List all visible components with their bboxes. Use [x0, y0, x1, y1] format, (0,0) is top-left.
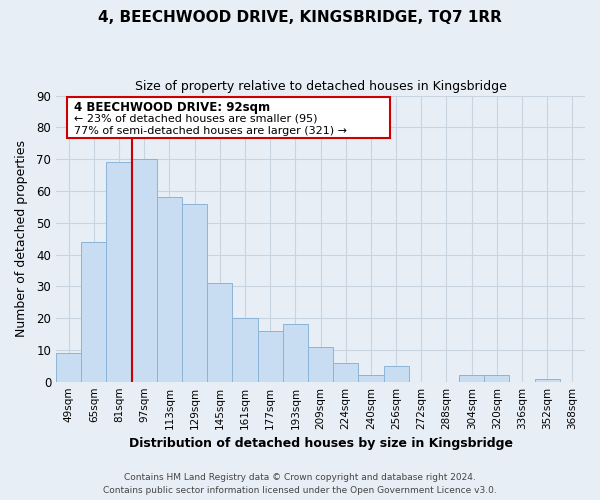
Bar	[257, 331, 283, 382]
X-axis label: Distribution of detached houses by size in Kingsbridge: Distribution of detached houses by size …	[128, 437, 512, 450]
Bar	[182, 204, 207, 382]
Title: Size of property relative to detached houses in Kingsbridge: Size of property relative to detached ho…	[134, 80, 506, 93]
FancyBboxPatch shape	[67, 97, 390, 138]
Bar	[308, 346, 333, 382]
Bar	[131, 159, 157, 382]
Text: Contains HM Land Registry data © Crown copyright and database right 2024.
Contai: Contains HM Land Registry data © Crown c…	[103, 474, 497, 495]
Bar	[232, 318, 257, 382]
Text: 77% of semi-detached houses are larger (321) →: 77% of semi-detached houses are larger (…	[74, 126, 347, 136]
Bar	[459, 376, 484, 382]
Bar	[383, 366, 409, 382]
Bar	[283, 324, 308, 382]
Bar	[56, 353, 81, 382]
Bar	[157, 198, 182, 382]
Text: ← 23% of detached houses are smaller (95): ← 23% of detached houses are smaller (95…	[74, 113, 317, 123]
Bar	[81, 242, 106, 382]
Bar	[358, 376, 383, 382]
Bar	[333, 362, 358, 382]
Bar	[484, 376, 509, 382]
Text: 4, BEECHWOOD DRIVE, KINGSBRIDGE, TQ7 1RR: 4, BEECHWOOD DRIVE, KINGSBRIDGE, TQ7 1RR	[98, 10, 502, 25]
Bar	[106, 162, 131, 382]
Bar	[207, 283, 232, 382]
Y-axis label: Number of detached properties: Number of detached properties	[15, 140, 28, 337]
Text: 4 BEECHWOOD DRIVE: 92sqm: 4 BEECHWOOD DRIVE: 92sqm	[74, 102, 270, 114]
Bar	[535, 378, 560, 382]
